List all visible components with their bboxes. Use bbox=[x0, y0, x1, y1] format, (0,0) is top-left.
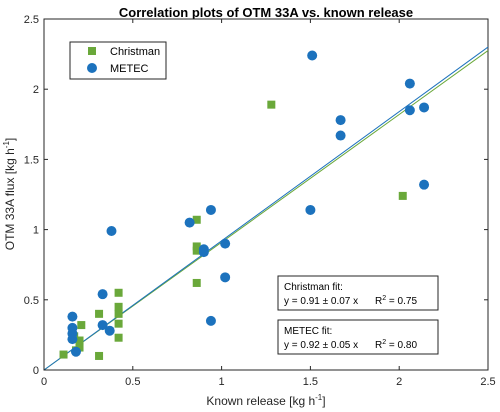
metec-point bbox=[419, 102, 430, 113]
y-tick-label: 1.5 bbox=[24, 154, 39, 166]
x-tick-label: 1.5 bbox=[303, 376, 318, 388]
metec-point bbox=[97, 289, 108, 300]
metec-point bbox=[205, 315, 216, 326]
metec-point bbox=[104, 325, 115, 336]
x-tick-label: 2.5 bbox=[480, 376, 495, 388]
metec-point bbox=[307, 50, 318, 61]
metec-point bbox=[404, 78, 415, 89]
christman-point bbox=[192, 278, 201, 287]
x-tick-label: 0.5 bbox=[125, 376, 140, 388]
christman-point bbox=[114, 302, 123, 311]
legend-label-christman: Christman bbox=[110, 46, 160, 58]
legend-square-marker bbox=[88, 47, 96, 55]
christman-point bbox=[59, 350, 68, 359]
metec-point bbox=[184, 217, 195, 228]
christman-point bbox=[95, 351, 104, 360]
metec-point bbox=[106, 226, 117, 237]
legend-label-metec: METEC bbox=[110, 63, 149, 75]
fit-title: METEC fit: bbox=[284, 326, 332, 337]
christman-point bbox=[267, 100, 276, 109]
christman-point bbox=[114, 309, 123, 318]
metec-fit-annotation: METEC fit: y = 0.92 ± 0.05 x R2 = 0.80 bbox=[277, 319, 439, 355]
metec-point bbox=[335, 130, 346, 141]
y-tick-label: 2.5 bbox=[24, 14, 39, 26]
y-tick-label: 0 bbox=[33, 365, 39, 377]
christman-point bbox=[95, 309, 104, 318]
metec-point bbox=[205, 204, 216, 215]
x-tick-label: 1 bbox=[219, 376, 225, 388]
x-tick-label: 0 bbox=[41, 376, 47, 388]
metec-point bbox=[70, 346, 81, 357]
legend-box bbox=[69, 41, 167, 80]
axis-ticks: 0 0.5 1 1.5 2 2.5 0 0.5 1 1.5 2 2.5 bbox=[24, 14, 496, 388]
y-axis-label: OTM 33A flux [kg h-1] bbox=[2, 138, 17, 251]
annotation-box bbox=[277, 275, 439, 311]
metec-point bbox=[97, 320, 108, 331]
y-tick-label: 0.5 bbox=[24, 295, 39, 307]
legend: Christman METEC bbox=[69, 41, 167, 80]
y-tick-label: 1 bbox=[33, 225, 39, 237]
christman-point bbox=[114, 333, 123, 342]
y-tick-label: 2 bbox=[33, 84, 39, 96]
fit-equation: y = 0.91 ± 0.07 x bbox=[284, 296, 358, 307]
fit-equation: y = 0.92 ± 0.05 x bbox=[284, 340, 358, 351]
christman-point bbox=[77, 321, 86, 330]
christman-point bbox=[192, 246, 201, 255]
metec-point bbox=[404, 105, 415, 116]
fit-r-squared: R2 = 0.80 bbox=[375, 339, 417, 351]
metec-point bbox=[220, 272, 231, 283]
christman-point bbox=[114, 319, 123, 328]
christman-point bbox=[75, 336, 84, 345]
x-tick-label: 2 bbox=[396, 376, 402, 388]
metec-point bbox=[220, 238, 231, 249]
metec-point bbox=[198, 244, 209, 255]
legend-circle-marker bbox=[87, 63, 97, 73]
fit-title: Christman fit: bbox=[284, 282, 343, 293]
metec-point bbox=[67, 311, 78, 322]
metec-point bbox=[335, 115, 346, 126]
fit-r-squared: R2 = 0.75 bbox=[375, 295, 417, 307]
christman-point bbox=[192, 242, 201, 251]
metec-point bbox=[419, 179, 430, 190]
metec-point bbox=[67, 334, 78, 345]
christman-point bbox=[192, 215, 201, 224]
christman-point bbox=[75, 343, 84, 352]
data-points bbox=[59, 50, 430, 360]
christman-point bbox=[114, 288, 123, 297]
christman-fit-annotation: Christman fit: y = 0.91 ± 0.07 x R2 = 0.… bbox=[277, 275, 439, 311]
x-axis-label: Known release [kg h-1] bbox=[206, 393, 325, 408]
christman-point bbox=[398, 191, 407, 200]
chart-title: Correlation plots of OTM 33A vs. known r… bbox=[119, 5, 413, 20]
metec-point bbox=[305, 204, 316, 215]
annotation-box bbox=[277, 319, 439, 355]
